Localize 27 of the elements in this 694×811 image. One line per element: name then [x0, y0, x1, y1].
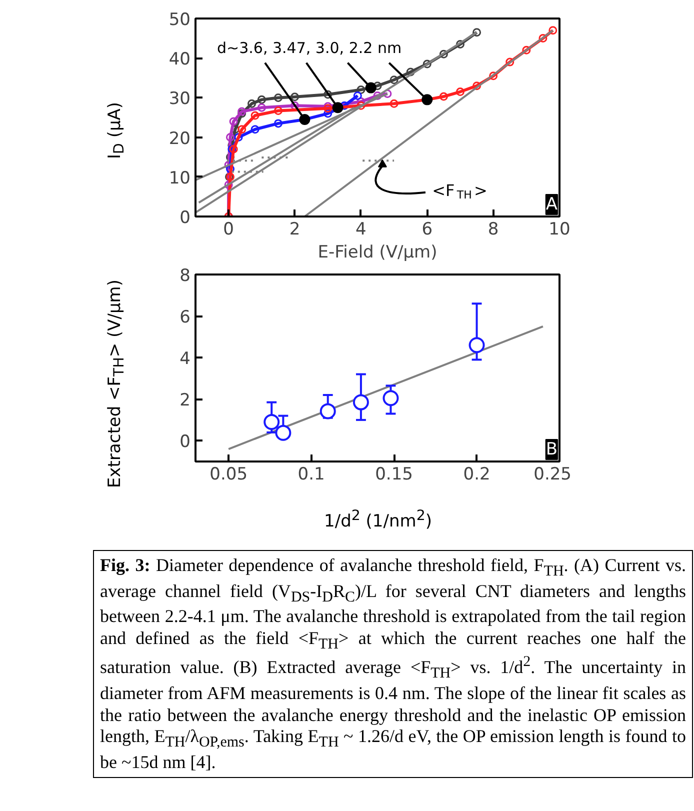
annotation: d~3.6, 3.47, 3.0, 2.2 nm	[217, 39, 402, 58]
y-tick-label: 30	[168, 89, 191, 110]
y-tick-label: 40	[168, 50, 191, 70]
caption: Fig. 3:	[100, 555, 150, 575]
y-tick-label: 20	[168, 128, 191, 149]
x-axis-title: 1/d$^{2}$ (1/nm$^{2}$)	[324, 507, 432, 534]
y-tick-label: 6	[180, 308, 191, 328]
annotation: B	[546, 440, 558, 460]
x-tick-label: 0.1	[298, 464, 325, 484]
x-tick-label: 6	[422, 220, 433, 240]
x-tick-label: 0.05	[210, 464, 248, 484]
y-tick-label: 10	[168, 168, 191, 188]
x-tick-label: 2	[289, 220, 300, 240]
x-tick-label: 0.2	[463, 464, 490, 484]
x-tick-label: 0.25	[534, 464, 572, 484]
x-tick-label: 0.15	[375, 464, 413, 484]
x-tick-label: 8	[488, 220, 499, 240]
y-tick-label: 4	[180, 349, 191, 370]
y-tick-label: 0	[180, 432, 191, 452]
x-tick-label: 4	[356, 220, 366, 240]
y-tick-label: 2	[180, 390, 191, 411]
y-tick-label: 8	[180, 266, 191, 286]
annotation: A	[546, 194, 558, 214]
x-axis-title: E-Field (V/μm)	[318, 242, 438, 262]
y-tick-label: 50	[168, 10, 191, 30]
x-tick-label: 0	[223, 220, 234, 240]
x-tick-label: 10	[548, 220, 570, 240]
